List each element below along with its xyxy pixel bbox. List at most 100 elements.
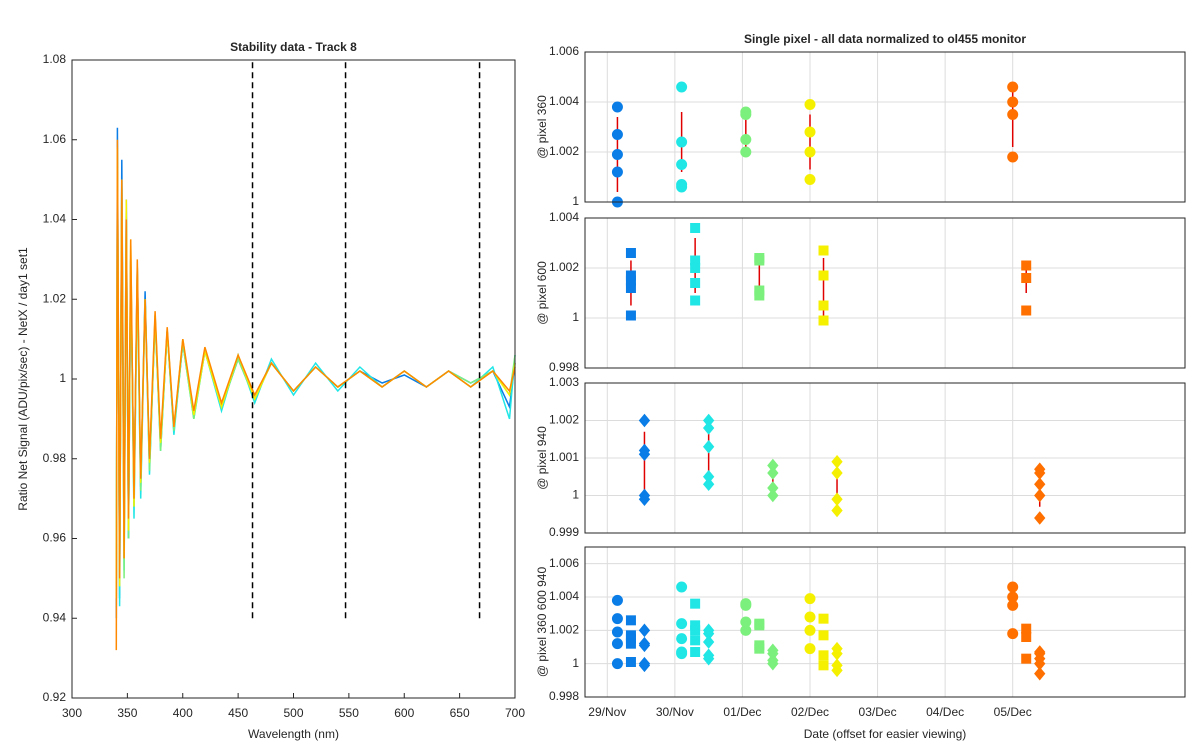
point	[1007, 599, 1019, 611]
chart-title: Stability data - Track 8	[230, 40, 357, 54]
point	[625, 638, 636, 649]
point	[676, 648, 688, 660]
point	[804, 611, 816, 623]
y-tick-label: 0.94	[43, 610, 67, 624]
point	[1021, 653, 1032, 664]
point	[818, 650, 829, 661]
y-tick-label: 1.004	[549, 94, 579, 108]
point	[676, 81, 688, 93]
x-tick-label: 30/Nov	[656, 705, 694, 719]
axes-bg	[585, 218, 1185, 368]
point	[690, 263, 701, 273]
y-tick-label: 1	[572, 194, 579, 208]
point	[625, 657, 636, 667]
point	[702, 651, 715, 666]
x-tick-label: 01/Dec	[723, 705, 761, 719]
y-axis-label: @ pixel 600	[535, 261, 549, 325]
point	[638, 492, 651, 507]
point	[611, 626, 623, 638]
spectrum-line	[115, 159, 516, 607]
point	[818, 613, 829, 624]
point	[1021, 623, 1032, 634]
y-tick-label: 1.006	[549, 44, 579, 58]
point	[638, 623, 651, 638]
point	[611, 594, 623, 606]
x-tick-label: 350	[117, 706, 137, 720]
y-tick-label: 1.004	[549, 589, 579, 603]
point	[702, 477, 715, 492]
x-axis-label: Wavelength (nm)	[248, 727, 339, 741]
point	[638, 638, 651, 653]
point	[676, 618, 688, 630]
x-tick-label: 700	[505, 706, 525, 720]
y-tick-label: 0.998	[549, 689, 579, 703]
point	[638, 447, 651, 462]
x-tick-label: 03/Dec	[859, 705, 897, 719]
y-tick-label: 1.006	[549, 556, 579, 570]
y-tick-label: 1.02	[43, 291, 67, 305]
y-tick-label: 0.999	[549, 525, 579, 539]
spectrum-line	[115, 179, 516, 579]
point	[740, 624, 752, 636]
point	[767, 466, 779, 480]
point	[1021, 273, 1032, 283]
point	[1007, 81, 1019, 93]
point	[676, 159, 688, 170]
point	[804, 174, 816, 185]
point	[740, 146, 752, 158]
y-tick-label: 1	[572, 656, 579, 670]
point	[818, 630, 829, 641]
point	[625, 310, 636, 321]
point	[702, 635, 715, 649]
point	[804, 126, 816, 138]
y-axis-label: Ratio Net Signal (ADU/pix/sec) - NetX / …	[16, 247, 30, 511]
y-tick-label: 1.004	[549, 210, 579, 224]
y-axis-label: @ pixel 360	[535, 95, 549, 159]
x-tick-label: 05/Dec	[994, 705, 1032, 719]
point	[690, 635, 701, 646]
point	[804, 99, 816, 110]
point	[676, 581, 688, 593]
point	[1034, 666, 1046, 681]
y-tick-label: 1	[572, 488, 579, 502]
point	[831, 663, 843, 678]
x-tick-label: 600	[394, 706, 414, 720]
point	[690, 295, 701, 306]
point	[625, 283, 636, 293]
point	[611, 101, 623, 113]
point	[690, 647, 701, 657]
point	[804, 624, 816, 636]
x-tick-label: 400	[173, 706, 193, 720]
point	[767, 488, 779, 503]
y-tick-label: 1.002	[549, 413, 579, 427]
point	[690, 223, 701, 233]
point	[740, 109, 752, 120]
x-tick-label: 500	[283, 706, 303, 720]
spectrum-line	[115, 139, 516, 651]
point	[818, 660, 829, 671]
x-axis-label: Date (offset for easier viewing)	[804, 727, 967, 741]
point	[638, 413, 651, 428]
spectrum-line	[115, 127, 516, 619]
y-tick-label: 1.06	[43, 132, 67, 146]
point	[1021, 632, 1032, 642]
point	[611, 658, 623, 670]
point	[625, 248, 636, 258]
x-tick-label: 450	[228, 706, 248, 720]
point	[690, 598, 701, 609]
point	[676, 181, 688, 193]
point	[754, 643, 765, 654]
y-tick-label: 0.92	[43, 690, 67, 704]
point	[831, 466, 843, 480]
y-tick-label: 1.002	[549, 623, 579, 637]
point	[804, 593, 816, 605]
point	[611, 613, 623, 625]
point	[740, 599, 752, 611]
point	[676, 136, 688, 148]
point	[611, 166, 623, 178]
point	[818, 315, 829, 326]
y-tick-label: 1.002	[549, 260, 579, 274]
point	[804, 643, 816, 655]
point	[625, 615, 636, 626]
